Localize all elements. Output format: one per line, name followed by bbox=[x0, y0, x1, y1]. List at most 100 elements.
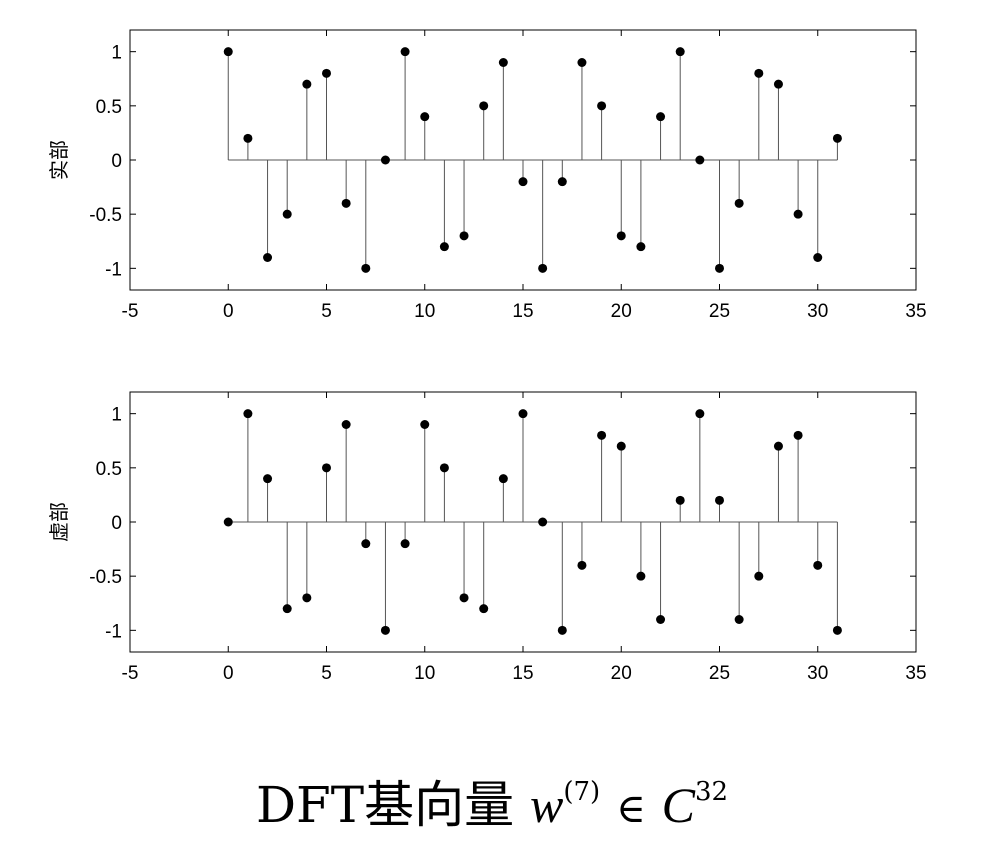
plot2-stem-marker bbox=[793, 430, 803, 440]
plot1-stem-marker bbox=[263, 253, 273, 262]
plot2-stem-marker bbox=[734, 615, 744, 624]
plot2-xtick-label: 10 bbox=[414, 663, 435, 684]
plot2-ytick-label: -0.5 bbox=[89, 567, 122, 588]
plot2-xtick-label: 25 bbox=[709, 663, 730, 684]
plot1-stem-marker bbox=[636, 242, 646, 252]
caption-element-of-symbol: ∈ bbox=[616, 786, 646, 832]
plot1-stem-marker bbox=[695, 155, 705, 165]
plot2-stem-marker bbox=[420, 420, 430, 429]
plot1-stem-marker bbox=[773, 79, 783, 89]
plot1-stem-marker bbox=[341, 198, 351, 208]
caption-prefix: DFT基向量 bbox=[255, 776, 530, 834]
plot2-stem-marker bbox=[400, 539, 410, 549]
plot2-xtick-label: 20 bbox=[611, 663, 632, 684]
plot1-xtick-label: 0 bbox=[223, 301, 234, 322]
plot2-stem-marker bbox=[636, 571, 646, 581]
plot1-stem-marker bbox=[813, 253, 823, 262]
plot2-stem-marker bbox=[656, 615, 666, 624]
plot2-stem-marker bbox=[577, 560, 587, 570]
plot1-stem-marker bbox=[380, 155, 390, 165]
plot2-stem-marker bbox=[538, 517, 548, 527]
plot1-stem-marker bbox=[400, 47, 410, 57]
plot1-stem-marker bbox=[577, 58, 587, 67]
plot1-ytick-label: 0 bbox=[111, 151, 122, 172]
plot1-stem-marker bbox=[616, 231, 626, 241]
plot2-stem-marker bbox=[773, 441, 783, 451]
plot2-ytick-label: 1 bbox=[111, 405, 122, 426]
plot2-xtick-label: 5 bbox=[321, 663, 332, 684]
plot1-stem-marker bbox=[243, 133, 253, 143]
plot2-stem-marker bbox=[341, 420, 351, 429]
plot2-stem-marker bbox=[380, 625, 390, 635]
plot2-stem-marker bbox=[439, 463, 449, 473]
plot1-stem-marker bbox=[597, 101, 607, 111]
plot2-stem-marker bbox=[479, 604, 489, 614]
plot1-stem-marker bbox=[557, 177, 567, 187]
plot1-stem-marker bbox=[439, 242, 449, 252]
plot1-xtick-label: 35 bbox=[905, 301, 926, 322]
plot2-stem-marker bbox=[223, 517, 233, 527]
plot1-xtick-label: 30 bbox=[807, 301, 828, 322]
plot1-xtick-label: 20 bbox=[611, 301, 632, 322]
plot2-xtick-label: 15 bbox=[512, 663, 533, 684]
plot2-xtick-label: 30 bbox=[807, 663, 828, 684]
plot2-xtick-label: 35 bbox=[905, 663, 926, 684]
plot2-xtick-label: 0 bbox=[223, 663, 234, 684]
plot2-stem-marker bbox=[459, 593, 469, 603]
plot2-stem-marker bbox=[263, 474, 273, 484]
plot1-stem-marker bbox=[302, 79, 312, 89]
plot1-xtick-label: 15 bbox=[512, 301, 533, 322]
caption-superscript-dimension: 32 bbox=[694, 777, 729, 807]
plot2-ytick-label: -1 bbox=[105, 621, 122, 642]
plot1-stem-marker bbox=[734, 198, 744, 208]
plot2-stem-marker bbox=[302, 593, 312, 603]
plot2-stem-marker bbox=[695, 409, 705, 419]
plot1-ytick-label: -0.5 bbox=[89, 205, 122, 226]
plot1-stem-marker bbox=[361, 263, 371, 273]
plot2-stem-marker bbox=[282, 604, 292, 614]
plot2-stem-marker bbox=[832, 625, 842, 635]
plot2-stem-marker bbox=[361, 539, 371, 549]
caption-superscript-index: (7) bbox=[563, 777, 601, 807]
plot1-stem-marker bbox=[793, 209, 803, 219]
plot1-stem-marker bbox=[832, 133, 842, 143]
plot1-stem-marker bbox=[656, 112, 666, 122]
caption-set: C bbox=[661, 777, 695, 833]
plot1-xtick-label: 10 bbox=[414, 301, 435, 322]
plot1-xtick-label: -5 bbox=[122, 301, 139, 322]
plot1-stem-marker bbox=[459, 231, 469, 241]
plot1-stem-marker bbox=[282, 209, 292, 219]
plot1-stem-marker bbox=[479, 101, 489, 111]
plot1-stem-marker bbox=[498, 58, 508, 67]
plot1-stem-marker bbox=[420, 112, 430, 122]
plot1-stem-marker bbox=[223, 47, 233, 57]
plot2-stem-marker bbox=[754, 571, 764, 581]
plot1-ytick-label: 1 bbox=[111, 43, 122, 64]
plot2-stem-marker bbox=[557, 625, 567, 635]
plot2-y-axis-label: 虚部 bbox=[47, 502, 71, 542]
plot1-stem-marker bbox=[754, 68, 764, 78]
plot2-xtick-label: -5 bbox=[122, 663, 139, 684]
plot1-ytick-label: 0.5 bbox=[96, 97, 122, 118]
plot2-stem-marker bbox=[616, 441, 626, 451]
plot2-stem-marker bbox=[597, 430, 607, 440]
plot1-ytick-label: -1 bbox=[105, 259, 122, 280]
plot1-y-axis-label: 实部 bbox=[47, 140, 71, 180]
plot2-stem-marker bbox=[518, 409, 528, 419]
plot2-stem-marker bbox=[813, 560, 823, 570]
figure-caption: DFT基向量 w(7) ∈ C32 bbox=[0, 762, 984, 839]
plot1-stem-marker bbox=[538, 263, 548, 273]
plot1-xtick-label: 25 bbox=[709, 301, 730, 322]
plot1-stem-marker bbox=[715, 263, 724, 273]
plot2-stem-marker bbox=[675, 495, 685, 505]
plot2-ytick-label: 0 bbox=[111, 513, 122, 534]
plot2-stem-marker bbox=[498, 474, 508, 484]
plot1-xtick-label: 5 bbox=[321, 301, 332, 322]
plot1-stem-marker bbox=[518, 177, 528, 187]
plot1-stem-marker bbox=[675, 47, 685, 57]
plot2-stem-marker bbox=[243, 409, 253, 419]
plot2-stem-marker bbox=[715, 495, 724, 505]
plot1-stem-marker bbox=[322, 68, 331, 78]
caption-variable: w bbox=[529, 777, 564, 833]
